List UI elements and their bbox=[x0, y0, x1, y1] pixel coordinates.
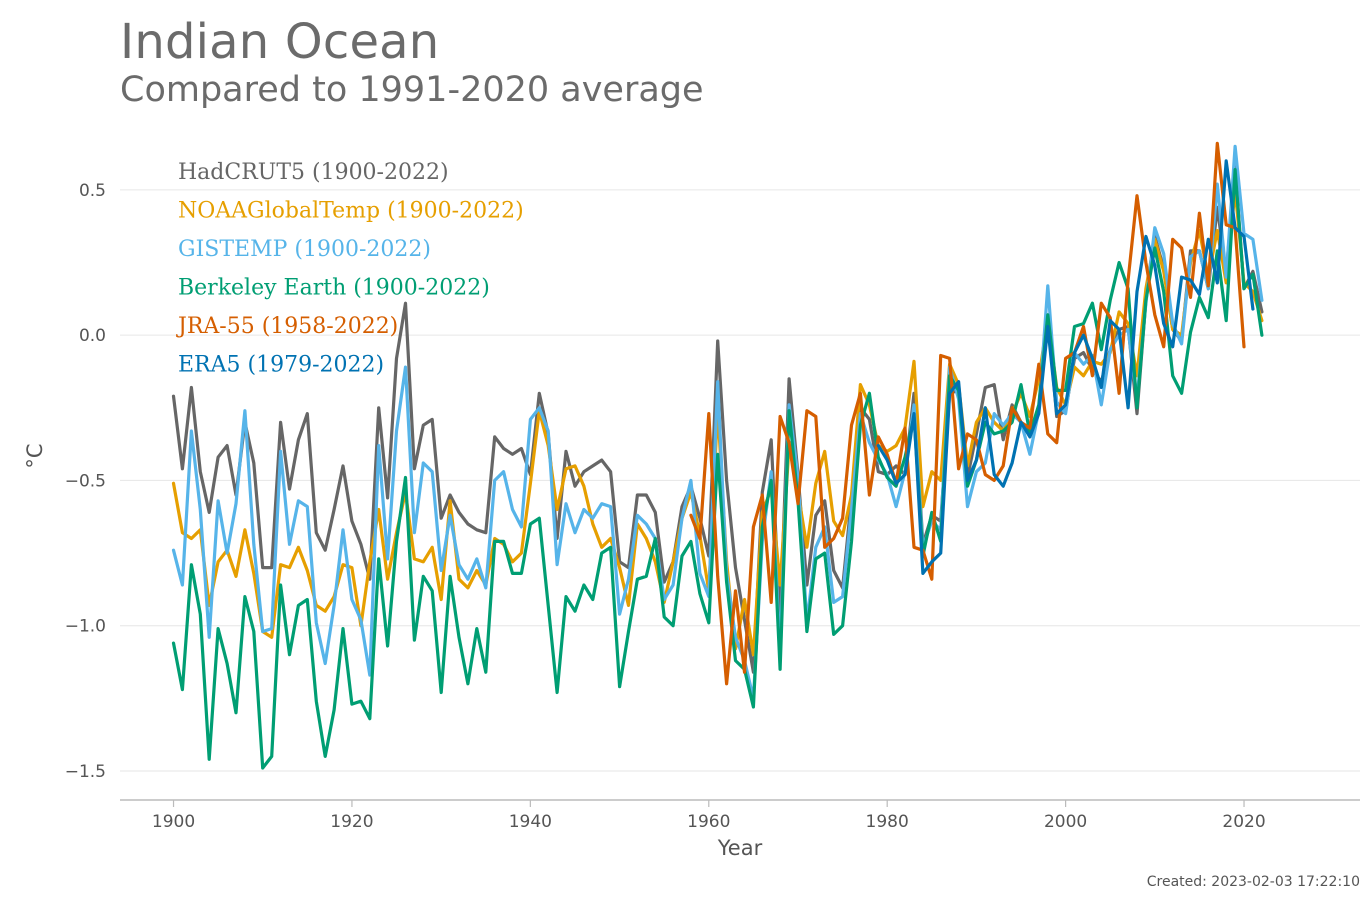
series-line-jra55 bbox=[689, 141, 1246, 686]
chart-subtitle: Compared to 1991-2020 average bbox=[120, 70, 704, 110]
gridlines bbox=[120, 189, 1360, 772]
series-line-gistemp bbox=[171, 144, 1264, 700]
y-tick-label: −1.5 bbox=[65, 762, 106, 782]
y-axis-title: °C bbox=[23, 443, 47, 468]
y-tick-label: −1.0 bbox=[65, 617, 106, 637]
legend-item-gistemp: GISTEMP (1900-2022) bbox=[178, 237, 431, 262]
series-line-hadcrut5 bbox=[171, 165, 1264, 674]
x-tick-label: 1900 bbox=[152, 812, 195, 832]
legend-item-era5: ERA5 (1979-2022) bbox=[178, 353, 384, 378]
x-tick-label: 1960 bbox=[687, 812, 730, 832]
series-line-berkeley bbox=[171, 168, 1264, 770]
y-tick-label: −0.5 bbox=[65, 471, 106, 491]
x-tick-label: 1940 bbox=[509, 812, 552, 832]
x-tick-label: 2020 bbox=[1222, 812, 1265, 832]
x-tick-label: 1980 bbox=[866, 812, 909, 832]
y-tick-label: 0.0 bbox=[79, 326, 106, 346]
x-axis-ticks: 1900 1920 1940 1960 1980 2000 2020 bbox=[152, 800, 1266, 832]
data-series bbox=[171, 141, 1264, 770]
y-tick-label: 0.5 bbox=[79, 181, 106, 201]
legend-item-berkeley: Berkeley Earth (1900-2022) bbox=[178, 276, 490, 301]
y-axis-ticks: 0.5 0.0 −0.5 −1.0 −1.5 bbox=[65, 181, 106, 782]
legend: HadCRUT5 (1900-2022) NOAAGlobalTemp (1900… bbox=[176, 160, 524, 378]
x-axis-title: Year bbox=[717, 836, 763, 860]
created-timestamp: Created: 2023-02-03 17:22:10 bbox=[1146, 874, 1360, 890]
x-tick-label: 2000 bbox=[1044, 812, 1087, 832]
legend-item-hadcrut5: HadCRUT5 (1900-2022) bbox=[178, 160, 449, 185]
legend-item-jra55: JRA-55 (1958-2022) bbox=[176, 314, 398, 339]
series-line-era5 bbox=[876, 159, 1255, 576]
x-tick-label: 1920 bbox=[330, 812, 373, 832]
legend-item-noaaglobaltemp: NOAAGlobalTemp (1900-2022) bbox=[178, 199, 524, 224]
chart-title: Indian Ocean bbox=[120, 14, 440, 70]
